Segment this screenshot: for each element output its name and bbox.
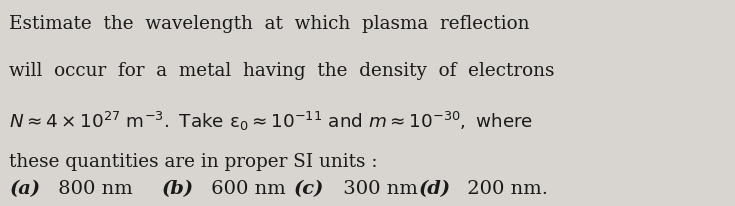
Text: 800 nm: 800 nm (52, 179, 133, 197)
Text: (b): (b) (162, 179, 194, 197)
Text: 300 nm: 300 nm (337, 179, 417, 197)
Text: (d): (d) (419, 179, 451, 197)
Text: 200 nm.: 200 nm. (462, 179, 548, 197)
Text: (c): (c) (294, 179, 325, 197)
Text: 600 nm: 600 nm (204, 179, 285, 197)
Text: these quantities are in proper SI units :: these quantities are in proper SI units … (10, 152, 378, 170)
Text: (a): (a) (10, 179, 40, 197)
Text: Estimate  the  wavelength  at  which  plasma  reflection: Estimate the wavelength at which plasma … (10, 15, 530, 33)
Text: will  occur  for  a  metal  having  the  density  of  electrons: will occur for a metal having the densit… (10, 62, 555, 80)
Text: $N\approx4\times10^{27}\ \mathrm{m}^{-3}$$\mathrm{.\ Take\ \varepsilon_0\approx1: $N\approx4\times10^{27}\ \mathrm{m}^{-3}… (10, 109, 534, 132)
